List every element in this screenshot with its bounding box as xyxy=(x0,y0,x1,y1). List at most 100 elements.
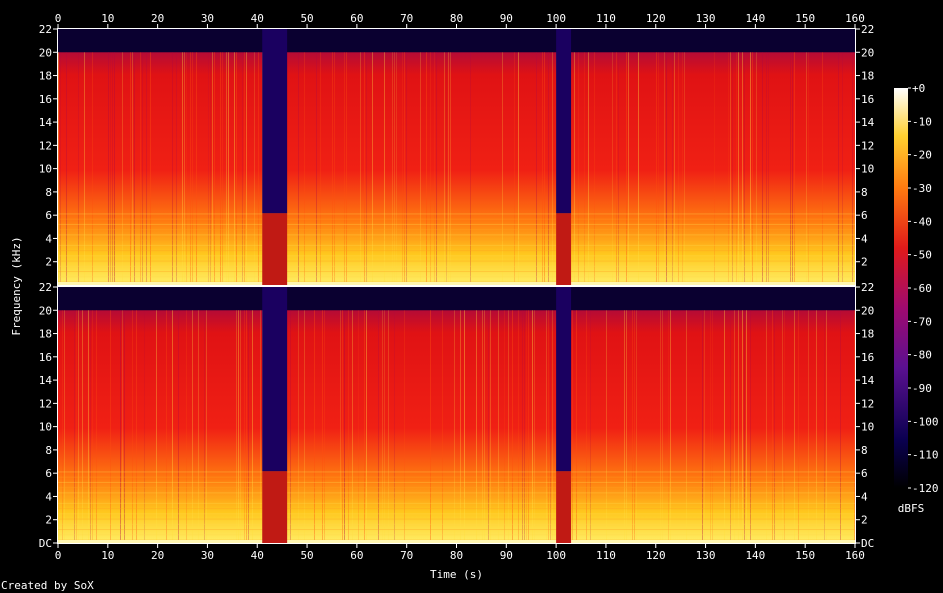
texture-streak xyxy=(240,310,241,543)
y-tick-label: 4 xyxy=(861,232,868,245)
texture-streak xyxy=(842,52,843,285)
x-axis-bottom: 0 10 20 30 40 50 60 70 80 90 100 110 120 130 140 150 160 xyxy=(55,544,865,562)
texture-streak xyxy=(746,310,747,543)
texture-streak xyxy=(384,52,385,285)
texture-streak xyxy=(442,310,443,543)
quiet-segment-upper xyxy=(556,287,572,472)
x-tick-label: 30 xyxy=(201,12,214,25)
x-tick-label: 60 xyxy=(350,12,363,25)
texture-streak xyxy=(628,52,629,285)
texture-streak xyxy=(666,52,667,285)
y-tick-label: 18 xyxy=(39,328,52,341)
quiet-segment-lower xyxy=(556,213,572,285)
texture-streak xyxy=(332,52,333,285)
texture-streak xyxy=(226,52,227,285)
x-tick-label: 130 xyxy=(696,549,716,562)
texture-streak xyxy=(532,310,533,543)
texture-streak xyxy=(738,310,739,543)
texture-streak xyxy=(304,52,305,285)
harmonic-line xyxy=(58,508,855,510)
texture-streak xyxy=(348,310,349,543)
texture-streak xyxy=(448,52,449,285)
above-cutoff-band xyxy=(58,29,855,53)
texture-streak xyxy=(384,310,385,543)
x-tick-label: 140 xyxy=(745,12,765,25)
texture-streak xyxy=(140,52,141,285)
y-tick-label: 8 xyxy=(45,186,52,199)
texture-streak xyxy=(156,310,157,543)
harmonic-line xyxy=(58,250,855,252)
texture-streak xyxy=(366,52,367,285)
texture-streak xyxy=(612,52,613,285)
texture-streak xyxy=(668,310,669,543)
y-tick-label: 12 xyxy=(39,397,52,410)
texture-streak xyxy=(260,310,261,543)
quiet-segment-lower xyxy=(262,471,288,543)
texture-streak xyxy=(682,52,683,285)
x-tick-label: 80 xyxy=(450,12,463,25)
texture-streak xyxy=(114,52,115,285)
texture-streak xyxy=(548,52,549,285)
texture-streak xyxy=(360,52,361,285)
x-tick-label: 20 xyxy=(151,549,164,562)
texture-streak xyxy=(792,52,793,285)
colorbar-tick-label: -10 xyxy=(912,115,932,128)
dc-line xyxy=(58,540,855,543)
texture-streak xyxy=(766,310,767,543)
quiet-segments xyxy=(262,29,572,543)
texture-streak xyxy=(150,52,151,285)
texture-streak xyxy=(470,52,471,285)
texture-streak xyxy=(702,310,703,543)
harmonic-line xyxy=(58,255,855,257)
y-tick-label: 16 xyxy=(861,93,874,106)
quiet-segment-upper xyxy=(262,287,288,472)
y-tick-label: 18 xyxy=(861,328,874,341)
texture-streak xyxy=(626,310,627,543)
texture-streak xyxy=(518,310,519,543)
texture-streak xyxy=(824,310,825,543)
x-tick-label: 80 xyxy=(450,549,463,562)
harmonic-line xyxy=(58,223,855,225)
x-axis-label: Time (s) xyxy=(430,568,483,581)
texture-streak xyxy=(244,52,245,285)
texture-streak xyxy=(364,310,365,543)
y-tick-label: DC xyxy=(861,537,874,550)
texture-streak xyxy=(210,52,211,285)
y-tick-label: 18 xyxy=(861,70,874,83)
texture-streak xyxy=(670,310,671,543)
texture-streak xyxy=(62,310,63,543)
x-tick-label: 10 xyxy=(101,549,114,562)
texture-streak xyxy=(576,310,577,543)
quiet-segment-lower xyxy=(556,471,572,543)
texture-streak xyxy=(120,310,121,543)
texture-streak xyxy=(388,310,389,543)
texture-streak xyxy=(626,52,627,285)
texture-streak xyxy=(522,310,523,543)
texture-streak xyxy=(578,52,579,285)
colorbar-tick-label: -20 xyxy=(912,149,932,162)
colorbar-tick-label: -40 xyxy=(912,215,932,228)
y-tick-label: 20 xyxy=(39,46,52,59)
y-tick-label: 16 xyxy=(39,351,52,364)
texture-streak xyxy=(234,52,235,285)
texture-streak xyxy=(110,52,111,285)
texture-streak xyxy=(750,310,751,543)
texture-streak xyxy=(730,310,731,543)
texture-streak xyxy=(244,310,245,543)
texture-streak xyxy=(678,52,679,285)
x-tick-label: 150 xyxy=(795,549,815,562)
texture-streak xyxy=(76,310,77,543)
texture-streak xyxy=(344,52,345,285)
texture-streak xyxy=(450,52,451,285)
texture-streak xyxy=(508,310,509,543)
y-tick-label: 2 xyxy=(45,256,52,269)
texture-streak xyxy=(684,52,685,285)
texture-streak xyxy=(172,52,173,285)
texture-streak xyxy=(742,52,743,285)
texture-streak xyxy=(382,310,383,543)
texture-streak xyxy=(358,310,359,543)
colorbar xyxy=(894,88,908,488)
texture-streak xyxy=(482,310,483,543)
texture-streak xyxy=(574,52,575,285)
y-tick-label: 22 xyxy=(39,23,52,36)
